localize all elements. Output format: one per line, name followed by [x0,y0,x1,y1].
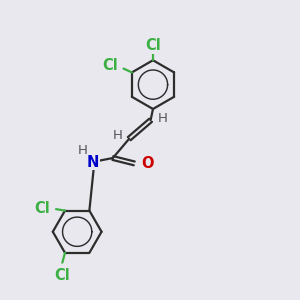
Text: H: H [113,129,123,142]
Text: H: H [78,144,88,158]
Text: Cl: Cl [102,58,118,73]
Text: Cl: Cl [145,38,161,53]
Text: N: N [87,155,99,170]
Text: H: H [158,112,168,125]
Text: O: O [141,157,153,172]
Text: Cl: Cl [54,268,70,283]
Text: Cl: Cl [34,201,50,216]
